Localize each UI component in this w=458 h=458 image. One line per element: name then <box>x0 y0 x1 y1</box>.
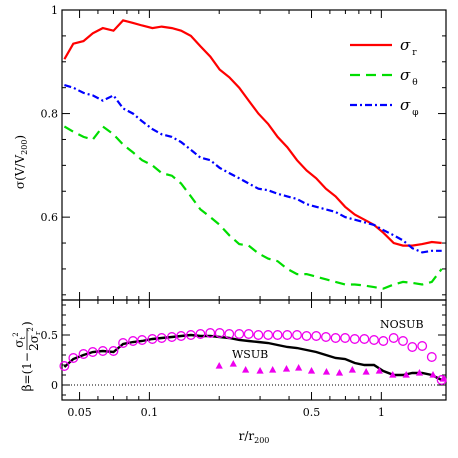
nosub-point <box>59 361 70 371</box>
nosub-point <box>108 346 119 356</box>
nosub-point <box>185 330 196 340</box>
triangle-point <box>348 366 356 373</box>
series-line-sigma-r <box>63 19 442 247</box>
legend-subscript: θ <box>412 78 417 88</box>
annotation-nosub: NOSUB <box>380 318 424 331</box>
nosub-point <box>97 346 108 356</box>
nosub-point <box>359 334 370 344</box>
triangle-point <box>335 369 344 376</box>
wsub-line <box>63 333 443 382</box>
nosub-point <box>87 347 98 357</box>
nosub-point <box>398 336 408 346</box>
bottom-series-group <box>59 328 447 385</box>
triangle-point <box>362 368 370 375</box>
nosub-point <box>349 334 360 344</box>
nosub-point <box>340 333 351 343</box>
triangle-point <box>282 365 291 372</box>
legend-symbol: σ <box>400 66 411 84</box>
x-axis-label-sub: 200 <box>254 436 269 445</box>
bottom-panel-frame <box>61 299 447 401</box>
legend: σ rσ θσ φ <box>350 36 419 118</box>
triangle-point <box>256 367 264 374</box>
annotation-wsub: WSUB <box>232 348 268 361</box>
top-y-axis-label-close: ) <box>13 135 27 140</box>
x-tick-label: 0.5 <box>303 406 321 419</box>
nosub-point <box>68 353 79 363</box>
beta-prefix: β=(1− <box>20 352 34 391</box>
nosub-point <box>263 330 274 340</box>
nosub-point <box>407 342 418 352</box>
nosub-point <box>234 329 245 339</box>
nosub-point <box>156 333 167 343</box>
top-panel-frame <box>61 9 447 301</box>
bottom-ticks: 0.05 0.1 0.5 1 0 0.5 <box>41 300 446 419</box>
nosub-point <box>311 331 322 341</box>
nosub-point <box>253 330 264 340</box>
x-tick-label: 1 <box>378 406 385 419</box>
top-y-axis-label-main: σ(V/V <box>13 155 27 190</box>
triangle-point <box>402 371 410 378</box>
nosub-point <box>388 333 399 343</box>
nosub-point <box>176 331 187 341</box>
x-tick-label: 0.1 <box>141 406 159 419</box>
triangle-point <box>215 362 223 369</box>
nosub-point <box>214 328 225 338</box>
nosub-point <box>330 333 341 343</box>
triangle-point <box>439 375 447 382</box>
x-tick-label: 0.05 <box>67 406 92 419</box>
series-line-sigma-phi <box>64 84 442 254</box>
nosub-point <box>378 336 389 346</box>
triangle-point <box>429 371 437 378</box>
beta-suffix: ) <box>20 321 34 326</box>
triangle-point <box>229 360 237 367</box>
nosub-point <box>205 328 216 338</box>
y-tick-label-top: 0.8 <box>41 108 59 121</box>
y-tick-label-bottom: 0 <box>51 379 58 392</box>
nosub-point <box>147 334 158 344</box>
top-ticks: 0.6 0.8 1 <box>41 4 446 300</box>
nosub-point <box>137 335 148 345</box>
nosub-point <box>292 330 302 340</box>
triangle-point <box>307 367 316 374</box>
y-tick-label-top: 0.6 <box>41 211 59 224</box>
top-y-axis-label-sub: 200 <box>20 140 29 155</box>
y-tick-label-bottom: 0.5 <box>41 329 59 342</box>
nosub-point <box>195 329 206 339</box>
nosub-point <box>78 349 89 359</box>
nosub-point <box>426 352 437 362</box>
triangle-point <box>269 366 277 373</box>
nosub-point <box>118 338 129 348</box>
top-series-group <box>63 19 443 290</box>
legend-symbol: σ <box>400 36 411 54</box>
nosub-point <box>369 335 379 345</box>
legend-subscript: φ <box>412 108 418 118</box>
nosub-point <box>224 329 235 339</box>
y-tick-label-top: 1 <box>51 4 58 17</box>
bottom-y-axis-label: β=(1− σt2 2σr2 ) <box>12 321 42 391</box>
legend-symbol: σ <box>400 96 411 114</box>
triangle-point <box>295 364 303 371</box>
legend-subscript: r <box>412 48 417 58</box>
x-axis-label: r/r200 <box>239 429 270 445</box>
triangle-point <box>415 369 424 376</box>
top-y-axis-label: σ(V/V200) <box>13 135 29 189</box>
triangle-point <box>375 367 383 374</box>
nosub-point <box>301 331 312 341</box>
nosub-point <box>243 329 254 339</box>
triangle-point <box>242 366 250 373</box>
nosub-point <box>417 341 428 351</box>
series-line-sigma-theta <box>63 124 443 290</box>
x-axis-label-main: r/r <box>239 429 255 443</box>
triangle-point <box>389 371 397 378</box>
nosub-point <box>282 330 293 340</box>
nosub-point <box>272 330 283 340</box>
nosub-point <box>320 332 331 342</box>
nosub-point <box>166 332 177 342</box>
beta-numerator: σt2 <box>12 332 27 348</box>
triangle-point <box>322 368 331 375</box>
